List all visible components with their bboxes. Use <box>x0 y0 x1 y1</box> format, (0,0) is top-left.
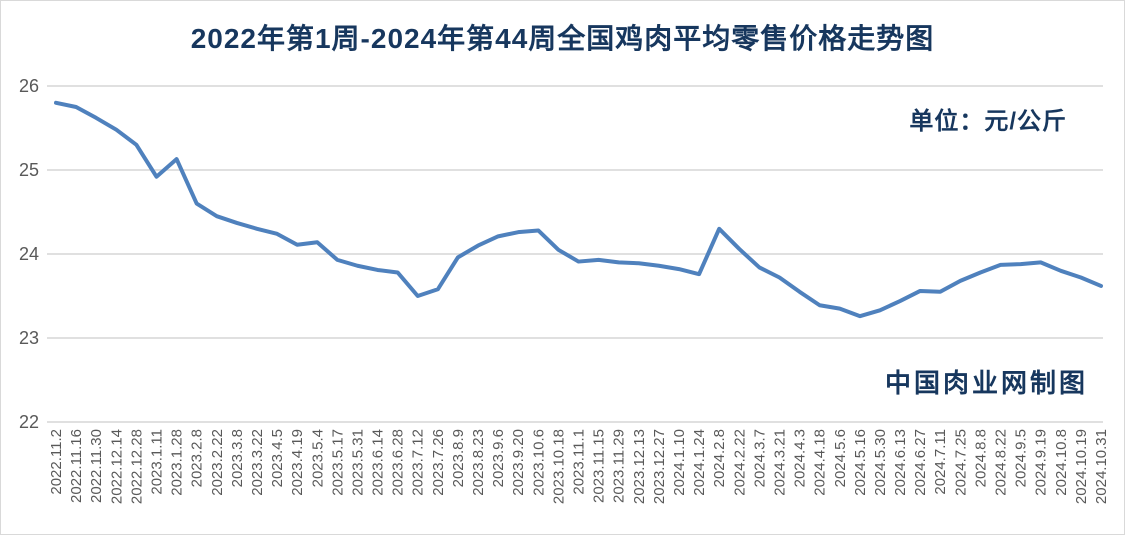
x-axis-tick-label: 2024.8.22 <box>993 429 1010 496</box>
x-axis-tick-label: 2022.11.2 <box>48 429 65 495</box>
x-axis-tick-label: 2023.1.11 <box>148 429 165 495</box>
x-axis-tick-label: 2023.7.12 <box>410 429 427 496</box>
chart-title: 2022年第1周-2024年第44周全国鸡肉平均零售价格走势图 <box>190 23 935 54</box>
x-axis-tick-label: 2024.9.19 <box>1033 429 1050 496</box>
x-axis-tick-label: 2023.3.22 <box>249 429 266 496</box>
x-axis-tick-label: 2024.6.13 <box>892 429 909 496</box>
x-axis-tick-label: 2023.11.15 <box>591 429 608 503</box>
price-line <box>54 100 1103 319</box>
x-axis-tick-label: 2023.3.8 <box>229 429 246 487</box>
x-axis-tick-label: 2022.11.30 <box>88 429 105 503</box>
x-axis-tick-label: 2024.1.10 <box>671 429 688 496</box>
y-axis-tick-label: 23 <box>19 328 39 348</box>
x-axis-tick-label: 2024.4.18 <box>812 429 829 496</box>
unit-label: 单位：元/公斤 <box>909 108 1067 135</box>
x-axis-tick-label: 2024.10.19 <box>1073 429 1090 504</box>
x-axis-tick-label: 2023.5.4 <box>309 429 326 487</box>
x-axis-tick-label: 2023.6.28 <box>390 429 407 496</box>
x-axis-tick-label: 2023.2.8 <box>189 429 206 487</box>
x-axis-tick-label: 2024.3.7 <box>751 429 768 487</box>
x-axis-tick-label: 2024.2.8 <box>711 429 728 487</box>
x-axis-tick-label: 2024.1.24 <box>691 429 708 496</box>
y-axis-tick-label: 22 <box>19 412 39 432</box>
x-axis-tick-label: 2024.2.22 <box>731 429 748 496</box>
x-axis-tick-label: 2023.9.20 <box>510 429 527 496</box>
x-axis-tick-label: 2023.12.13 <box>631 429 648 504</box>
x-axis-tick-label: 2023.10.6 <box>530 429 547 496</box>
x-axis-tick-label: 2022.11.16 <box>68 429 85 503</box>
x-axis-tick-label: 2023.10.18 <box>550 429 567 504</box>
x-axis-tick-label: 2023.4.5 <box>269 429 286 487</box>
y-axis-tick-label: 26 <box>19 76 39 96</box>
x-axis-tick-label: 2023.7.26 <box>430 429 447 496</box>
x-axis-tick-label: 2024.3.21 <box>771 429 788 496</box>
x-axis-tick-label: 2024.8.8 <box>972 429 989 487</box>
x-axis-tick-label: 2023.11.1 <box>571 429 588 495</box>
x-axis-tick-label: 2023.5.31 <box>349 429 366 496</box>
watermark-label: 中国肉业网制图 <box>884 368 1088 398</box>
x-axis-tick-label: 2022.12.28 <box>128 429 145 504</box>
x-axis-tick-label: 2024.6.27 <box>912 429 929 496</box>
x-axis-tick-label: 2023.4.19 <box>289 429 306 496</box>
x-axis-tick-label: 2024.7.25 <box>952 429 969 496</box>
x-axis-tick-label: 2023.5.17 <box>329 429 346 496</box>
x-axis-tick-label: 2023.2.22 <box>209 429 226 496</box>
x-axis-tick-label: 2023.1.28 <box>169 429 186 496</box>
x-axis-tick-label: 2024.4.3 <box>792 429 809 487</box>
x-axis-tick-label: 2024.5.16 <box>852 429 869 496</box>
x-axis-tick-label: 2023.11.29 <box>611 429 628 503</box>
x-axis-tick-label: 2024.5.6 <box>832 429 849 487</box>
x-axis-tick-label: 2023.8.23 <box>470 429 487 496</box>
y-axis-tick-label: 25 <box>19 160 39 180</box>
x-axis-tick-label: 2024.10.31 <box>1093 429 1110 504</box>
x-axis-tick-label: 2024.9.5 <box>1013 429 1030 487</box>
x-axis-tick-label: 2024.10.8 <box>1053 429 1070 496</box>
x-axis-tick-label: 2022.12.14 <box>108 429 125 504</box>
x-axis-tick-label: 2023.6.14 <box>370 429 387 496</box>
x-axis-tick-label: 2023.8.9 <box>450 429 467 487</box>
y-axis-tick-label: 24 <box>19 244 39 264</box>
x-axis-tick-label: 2024.5.30 <box>872 429 889 496</box>
x-axis-tick-label: 2024.7.11 <box>932 429 949 495</box>
x-axis-tick-label: 2023.12.27 <box>651 429 668 504</box>
x-axis-tick-label: 2023.9.6 <box>490 429 507 487</box>
